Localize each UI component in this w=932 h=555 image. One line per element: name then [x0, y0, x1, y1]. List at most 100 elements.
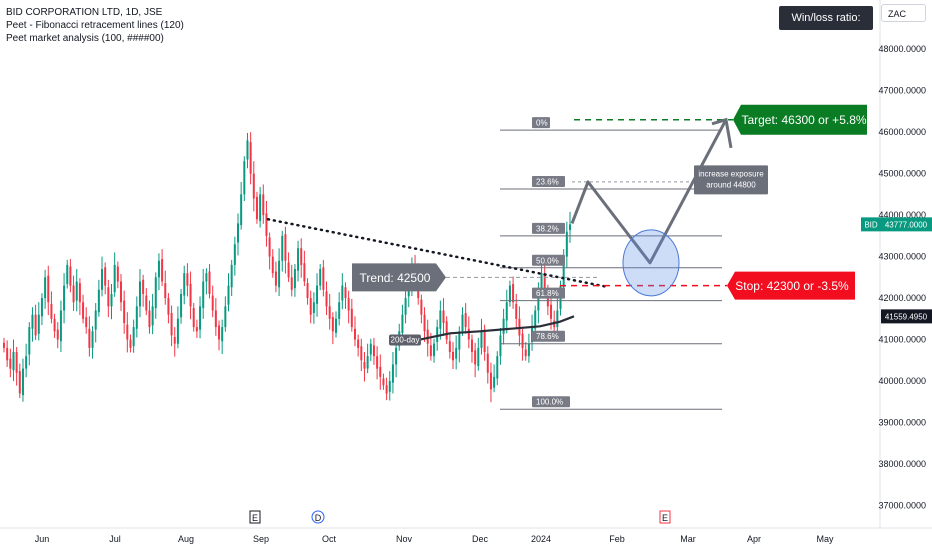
candle: [53, 313, 56, 338]
candle-body: [208, 271, 211, 294]
candle-body: [331, 317, 334, 332]
current-price-box: [881, 217, 932, 232]
candle: [420, 294, 423, 324]
candle-body: [353, 328, 356, 340]
candle: [350, 298, 353, 332]
candle: [357, 334, 360, 357]
candle: [391, 352, 394, 394]
candle-body: [395, 347, 398, 365]
candle-body: [271, 256, 274, 274]
candle: [565, 221, 568, 268]
candle-body: [88, 328, 91, 348]
candle: [316, 273, 319, 317]
candle: [6, 340, 9, 367]
candle-body: [28, 327, 31, 355]
candle-body: [199, 306, 202, 330]
candle: [325, 281, 328, 316]
candle-body: [309, 298, 312, 315]
candle-body: [119, 281, 122, 303]
price-tick-label: 46000.0000: [878, 127, 926, 137]
candle-body: [40, 298, 43, 317]
candle: [521, 328, 524, 361]
candle: [508, 280, 511, 307]
candle-body: [246, 140, 249, 160]
candle-body: [477, 347, 480, 367]
event-marker: E: [659, 510, 671, 524]
candle-body: [540, 273, 543, 289]
candle: [69, 259, 72, 293]
candle: [85, 307, 88, 334]
exposure-callout: increase exposure around 44800: [694, 165, 768, 195]
candle: [255, 191, 258, 224]
candle-body: [195, 327, 198, 332]
event-marker-shape: [659, 510, 671, 524]
legend-fib-indicator[interactable]: Peet - Fibonacci retracement lines (120): [6, 20, 184, 31]
candle-body: [322, 267, 325, 290]
chart-legend: BID CORPORATION LTD, 1D, JSE Peet - Fibo…: [6, 6, 184, 45]
time-tick-label: Oct: [322, 534, 337, 544]
candle: [3, 337, 5, 353]
fib-label: 100.0%: [536, 398, 563, 407]
candle-body: [151, 306, 154, 326]
candle-body: [483, 329, 486, 352]
candle: [445, 316, 448, 345]
candle: [281, 230, 284, 272]
candle-body: [401, 314, 404, 333]
candle: [66, 259, 69, 289]
candle: [211, 285, 214, 318]
fib-label-box: [532, 117, 550, 129]
candle: [28, 322, 31, 366]
fib-label: 78.6%: [536, 332, 559, 341]
candle-body: [423, 314, 426, 332]
candle-body: [470, 339, 473, 352]
candle-body: [82, 302, 85, 319]
candle-body: [569, 224, 571, 231]
candle: [173, 327, 176, 357]
candle-body: [360, 346, 363, 361]
event-marker-shape: [311, 510, 325, 524]
candle: [164, 270, 167, 305]
candle: [224, 296, 227, 332]
candle: [480, 318, 483, 355]
currency-selector[interactable]: ZAC: [881, 4, 926, 22]
candle: [40, 293, 43, 326]
candle: [439, 300, 442, 340]
candle: [452, 342, 455, 370]
trend-callout: Trend: 42500: [352, 263, 600, 292]
time-tick-label: Jun: [35, 534, 50, 544]
fib-label-box: [532, 287, 565, 299]
candle-body: [426, 329, 429, 344]
exposure-callout-line2: around 44800: [706, 180, 756, 189]
candle: [12, 339, 15, 382]
candle: [366, 343, 369, 374]
current-price-tag: BID 43777.0000: [861, 217, 932, 232]
candle: [271, 249, 274, 278]
candle: [138, 269, 141, 318]
target-callout: Target: 46300 or +5.8%: [733, 104, 867, 135]
candle-body: [562, 256, 565, 288]
candle: [401, 304, 404, 340]
candle-body: [202, 281, 205, 309]
event-marker: D: [311, 510, 325, 524]
candle-body: [249, 142, 252, 174]
candle-body: [550, 304, 553, 319]
candle-body: [420, 299, 423, 315]
candle: [303, 250, 306, 287]
candle-body: [176, 318, 179, 344]
candle: [372, 337, 375, 365]
candle-body: [467, 328, 470, 340]
candle-body: [240, 194, 243, 226]
candle-body: [366, 356, 369, 369]
candle: [293, 264, 296, 297]
candle-body: [436, 327, 439, 343]
candle: [284, 226, 287, 274]
stop-callout-text: Stop: 42300 or -3.5%: [735, 279, 849, 293]
candle-body: [145, 295, 148, 311]
fib-label: 61.8%: [536, 289, 559, 298]
candle: [214, 298, 217, 336]
legend-analysis-indicator[interactable]: Peet market analysis (100, ####00): [6, 33, 164, 44]
candle: [470, 334, 473, 363]
fib-level: 78.6%: [500, 330, 722, 345]
